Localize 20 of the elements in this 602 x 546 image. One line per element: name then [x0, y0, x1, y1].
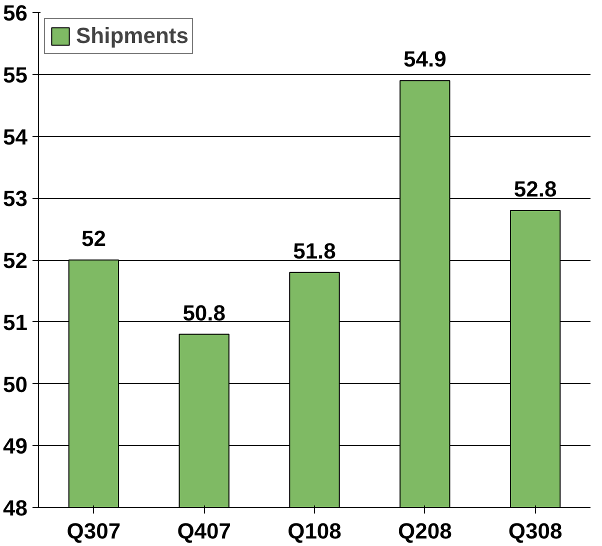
x-tick-label: Q308 — [508, 518, 562, 544]
y-tick-label: 54 — [3, 124, 28, 150]
y-tick-label: 49 — [3, 434, 28, 459]
data-label: 54.9 — [403, 46, 446, 72]
data-label: 52.8 — [514, 176, 557, 202]
y-tick-label: 56 — [3, 0, 28, 26]
data-label: 52 — [81, 226, 106, 251]
x-tick-label: Q108 — [288, 518, 342, 544]
data-label: 51.8 — [293, 238, 336, 264]
y-tick-label: 53 — [3, 186, 28, 212]
y-tick-label: 50 — [3, 372, 28, 397]
y-tick-label: 55 — [3, 62, 28, 88]
legend-label: Shipments — [76, 23, 188, 49]
x-tick-label: Q307 — [66, 518, 121, 544]
x-tick-label: Q407 — [177, 518, 232, 544]
data-label: 50.8 — [182, 300, 226, 326]
y-tick-label: 51 — [3, 310, 28, 335]
x-tick-label: Q208 — [398, 518, 452, 544]
y-tick-label: 48 — [3, 496, 28, 520]
y-tick-label: 52 — [3, 248, 28, 273]
